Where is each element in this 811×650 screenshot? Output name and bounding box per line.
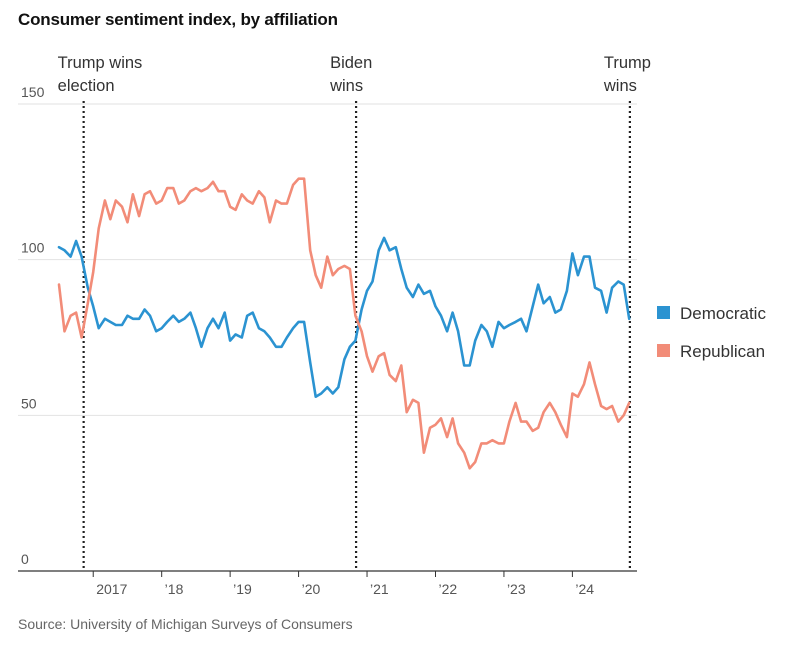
x-tick-label: ’19 (233, 581, 252, 597)
legend-swatch (657, 306, 670, 319)
y-tick-label: 100 (21, 240, 45, 256)
y-axis-ticks: 0 50 100 150 (21, 84, 45, 567)
y-tick-label: 50 (21, 395, 37, 411)
legend-label: Republican (680, 342, 765, 361)
event-label: wins (329, 77, 363, 95)
event-markers: Trump wins election Biden wins Trump wins (58, 54, 651, 571)
series-line-democratic (57, 236, 631, 399)
event-label: Trump wins (58, 54, 143, 72)
series-line-republican (57, 177, 631, 470)
y-tick-label: 0 (21, 551, 29, 567)
source-note: Source: University of Michigan Surveys o… (18, 616, 353, 632)
x-tick-label: 2017 (96, 581, 127, 597)
event-label: election (58, 77, 115, 95)
event-label: Biden (330, 54, 372, 72)
x-tick-label: ’24 (575, 581, 594, 597)
x-tick-label: ’22 (438, 581, 457, 597)
legend-label: Democratic (680, 304, 766, 323)
legend: Democratic Republican (657, 304, 766, 361)
chart-title: Consumer sentiment index, by affiliation (18, 10, 338, 29)
event-label: wins (603, 77, 637, 95)
x-tick-label: ’18 (165, 581, 184, 597)
x-tick-label: ’20 (302, 581, 321, 597)
x-tick-label: ’21 (370, 581, 389, 597)
event-label: Trump (604, 54, 651, 72)
x-axis: 2017 ’18 ’19 ’20 ’21 ’22 ’23 ’24 (18, 570, 637, 597)
y-tick-label: 150 (21, 84, 45, 100)
x-tick-label: ’23 (507, 581, 526, 597)
series-lines (57, 177, 631, 470)
legend-swatch (657, 344, 670, 357)
